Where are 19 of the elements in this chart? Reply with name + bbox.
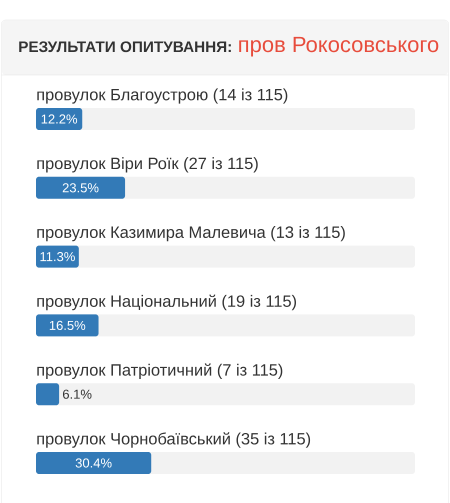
bar [36, 314, 99, 336]
chart-subtitle: пров Рокосовського [239, 36, 438, 57]
data-label: 12.2% [42, 114, 78, 124]
data-label: 6.1% [62, 390, 92, 399]
data-label: 16.5% [50, 320, 86, 330]
bar [36, 246, 79, 268]
bar [36, 176, 126, 199]
y-tick-label: провулок Благоустрою (14 із 115) [37, 88, 288, 104]
y-tick-label: провулок Чорнобаївський (35 із 115) [37, 432, 310, 448]
bar [36, 108, 82, 130]
data-label: 30.4% [76, 458, 112, 468]
y-tick-label: провулок Національний (19 із 115) [37, 294, 296, 310]
y-tick-label: провулок Казимира Малевича (13 із 115) [37, 226, 345, 242]
data-label: 23.5% [62, 183, 99, 192]
chart-title: РЕЗУЛЬТАТИ ОПИТУВАННЯ: [19, 41, 231, 52]
y-tick-label: провулок Патріотичний (7 із 115) [37, 363, 282, 379]
data-label: 11.3% [40, 252, 75, 262]
y-tick-label: провулок Віри Роїк (27 із 115) [37, 157, 258, 172]
bar [36, 383, 60, 406]
